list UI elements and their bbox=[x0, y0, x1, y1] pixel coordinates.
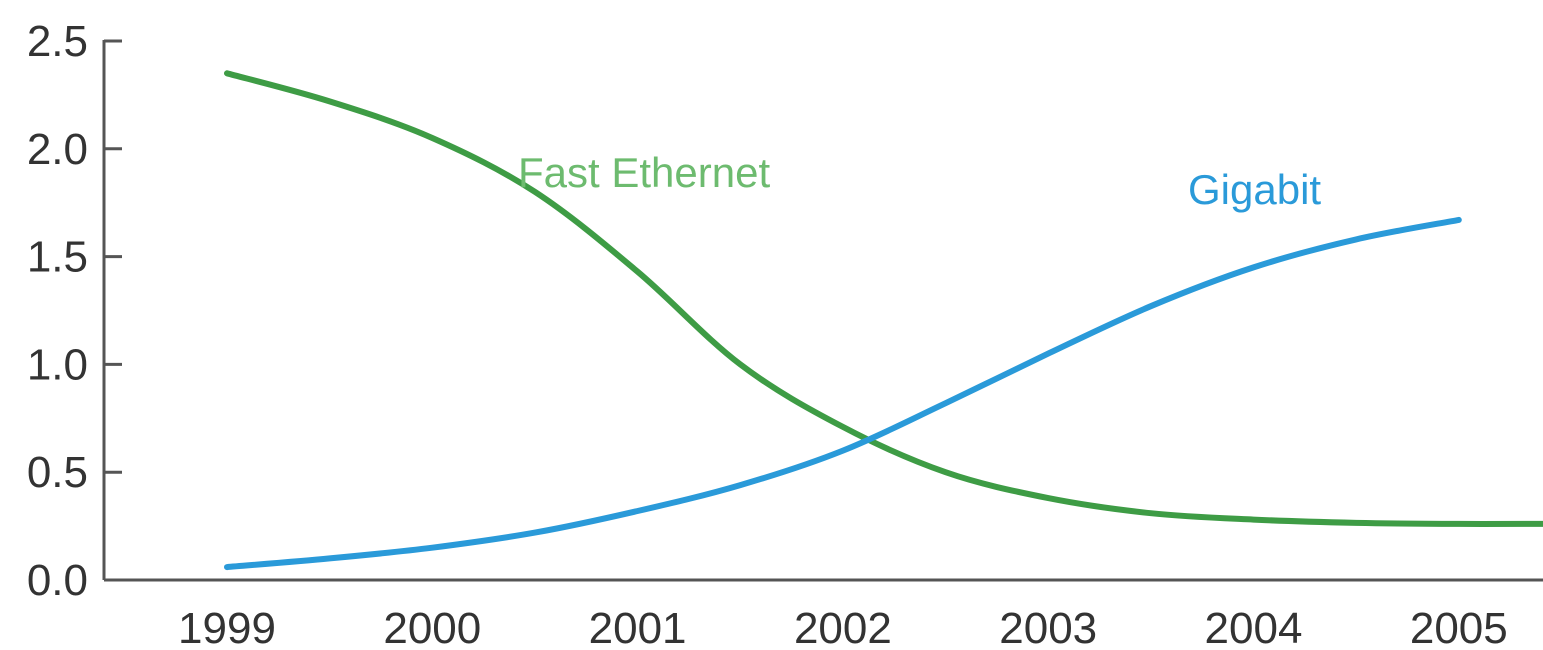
y-tick-label: 2.5 bbox=[27, 17, 88, 66]
y-tick-label: 1.5 bbox=[27, 233, 88, 282]
y-tick-label: 1.0 bbox=[27, 340, 88, 389]
x-tick-label: 2003 bbox=[999, 604, 1097, 650]
y-tick-label: 0.0 bbox=[27, 556, 88, 605]
x-tick-label: 2004 bbox=[1205, 604, 1303, 650]
x-axis-ticks: 1999 2000 2001 2002 2003 2004 2005 bbox=[178, 604, 1508, 650]
series-label-gigabit: Gigabit bbox=[1188, 166, 1321, 213]
series-lines bbox=[224, 70, 1543, 571]
x-tick-label: 2002 bbox=[794, 604, 892, 650]
x-tick-label: 1999 bbox=[178, 604, 276, 650]
axes bbox=[102, 40, 1543, 582]
series-line-gigabit bbox=[224, 216, 1462, 571]
y-tick-label: 2.0 bbox=[27, 125, 88, 174]
y-axis-ticks: 0.0 0.5 1.0 1.5 2.0 2.5 bbox=[27, 17, 122, 605]
series-labels: Fast Ethernet Gigabit bbox=[518, 149, 1321, 213]
x-tick-label: 2001 bbox=[589, 604, 687, 650]
y-tick-label: 0.5 bbox=[27, 448, 88, 497]
series-label-fast-ethernet: Fast Ethernet bbox=[518, 149, 770, 196]
x-tick-label: 2005 bbox=[1410, 604, 1508, 650]
series-line-fast-ethernet bbox=[224, 70, 1543, 527]
x-tick-label: 2000 bbox=[383, 604, 481, 650]
